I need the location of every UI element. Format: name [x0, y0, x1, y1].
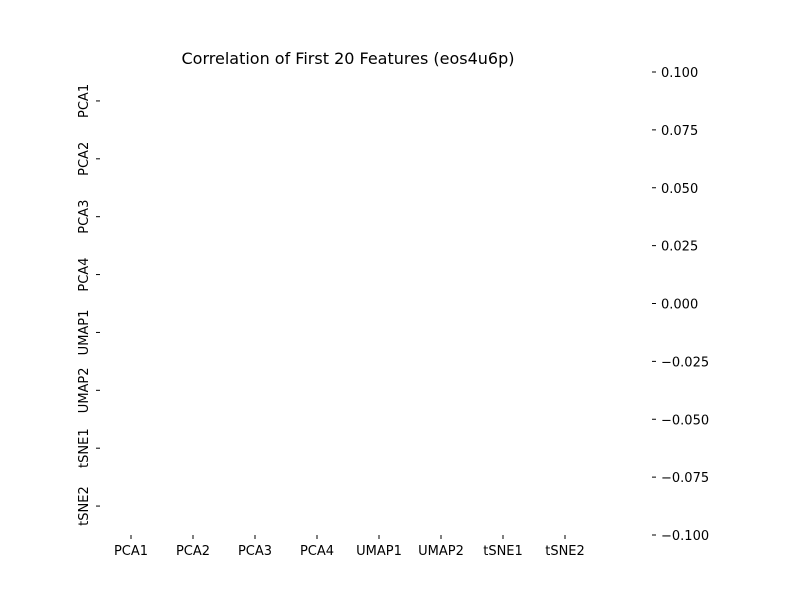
y-tick-label: PCA3	[77, 200, 92, 234]
x-tick-label: PCA3	[238, 544, 272, 559]
x-tick-label: UMAP1	[356, 544, 402, 559]
x-tick-label: PCA2	[176, 544, 210, 559]
colorbar: 0.100 0.075 0.050 0.025 0.000 −0.025 −0.050 −0.…	[652, 66, 709, 544]
colorbar-tick-label: −0.075	[661, 471, 709, 486]
x-tick-label: PCA4	[300, 544, 334, 559]
colorbar-tick-label: 0.100	[661, 66, 698, 81]
colorbar-tick-label: 0.050	[661, 182, 698, 197]
y-tick-label: tSNE2	[77, 486, 92, 526]
y-axis: PCA1 PCA2 PCA3 PCA4 UMAP1 UMAP2 tSNE1 tSNE2	[77, 84, 100, 526]
y-tick-label: tSNE1	[77, 428, 92, 468]
colorbar-tick-label: 0.075	[661, 124, 698, 139]
x-tick-label: UMAP2	[418, 544, 464, 559]
y-tick-label: UMAP2	[77, 367, 92, 413]
x-tick-label: PCA1	[114, 544, 148, 559]
y-tick-label: PCA4	[77, 258, 92, 292]
colorbar-tick-label: −0.100	[661, 529, 709, 544]
chart-title: Correlation of First 20 Features (eos4u6…	[181, 49, 514, 68]
colorbar-tick-label: 0.025	[661, 240, 698, 255]
x-axis: PCA1 PCA2 PCA3 PCA4 UMAP1 UMAP2 tSNE1 tSNE2	[114, 535, 585, 559]
x-tick-label: tSNE1	[483, 544, 523, 559]
y-tick-label: PCA2	[77, 142, 92, 176]
colorbar-tick-label: −0.050	[661, 413, 709, 428]
y-tick-label: PCA1	[77, 84, 92, 118]
colorbar-tick-label: 0.000	[661, 298, 698, 313]
x-tick-label: tSNE2	[545, 544, 585, 559]
heatmap-plot-area	[100, 72, 596, 535]
y-tick-label: UMAP1	[77, 310, 92, 356]
colorbar-tick-label: −0.025	[661, 355, 709, 370]
